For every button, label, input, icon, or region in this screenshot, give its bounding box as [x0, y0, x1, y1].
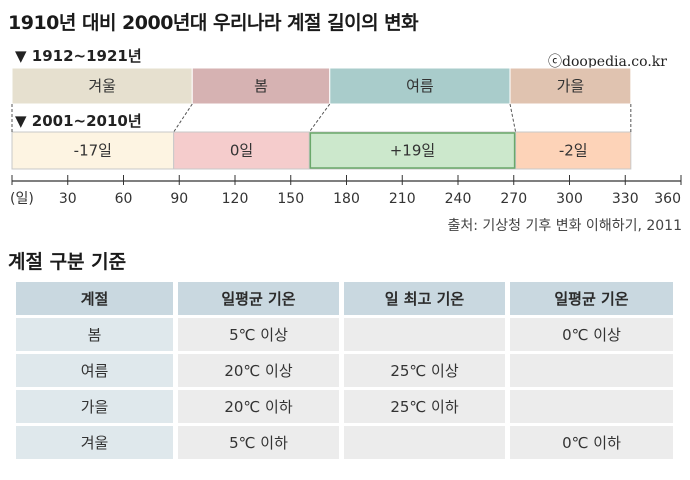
summer-highlight: [309, 132, 516, 169]
criteria-header-daily-max: 일 최고 기온: [344, 282, 505, 315]
criteria-row: 가을 20℃ 이하 25℃ 이하: [16, 390, 673, 423]
season-bar-label: +19일: [390, 142, 435, 160]
season-bar-label: 여름: [406, 77, 434, 95]
x-tick-label: 360: [654, 191, 681, 207]
x-tick-label: 300: [556, 191, 583, 207]
criteria-row: 여름 20℃ 이상 25℃ 이상: [16, 354, 673, 387]
season-bar-segment: [11, 67, 193, 105]
criteria-table: 계절 일평균 기온 일 최고 기온 일평균 기온 봄 5℃ 이상 0℃ 이상 여…: [11, 279, 678, 462]
criteria-cell: 20℃ 이상: [178, 354, 339, 387]
season-bar-label: 봄: [254, 77, 268, 95]
x-tick-label: 270: [500, 191, 527, 207]
criteria-header-daily-mean: 일평균 기온: [178, 282, 339, 315]
criteria-cell: [510, 390, 673, 423]
period-label: ▼ 1912~1921년: [15, 47, 142, 65]
season-bar-segment: [509, 67, 632, 105]
period-label: ▼ 2001~2010년: [15, 112, 142, 130]
criteria-cell: 25℃ 이하: [344, 390, 505, 423]
x-tick-label: 240: [445, 191, 472, 207]
criteria-row: 봄 5℃ 이상 0℃ 이상: [16, 318, 673, 351]
season-bar-label: -17일: [74, 142, 112, 160]
season-bar-segment: [173, 131, 310, 170]
criteria-cell: 5℃ 이상: [178, 318, 339, 351]
x-tick-label: 30: [59, 191, 77, 207]
criteria-cell: 5℃ 이하: [178, 426, 339, 459]
season-bar-label: 겨울: [88, 77, 116, 95]
criteria-season: 가을: [16, 390, 173, 423]
season-bar-segment: [329, 67, 511, 105]
season-bar-label: -2일: [559, 142, 588, 160]
x-axis-label: (일): [10, 191, 34, 207]
copyright-text: ⓒdoopedia.co.kr: [548, 54, 667, 70]
criteria-title: 계절 구분 기준: [8, 251, 127, 273]
x-tick-label: 90: [170, 191, 188, 207]
season-bar-segment: [515, 131, 632, 170]
criteria-cell: 25℃ 이상: [344, 354, 505, 387]
criteria-cell: [344, 318, 505, 351]
criteria-season: 봄: [16, 318, 173, 351]
season-bar-segment: [308, 131, 517, 170]
source-text: 출처: 기상청 기후 변화 이해하기, 2011: [447, 218, 683, 234]
criteria-header-season: 계절: [16, 282, 173, 315]
x-tick-label: 120: [222, 191, 249, 207]
x-tick-label: 180: [333, 191, 360, 207]
x-tick-label: 150: [277, 191, 304, 207]
criteria-season: 여름: [16, 354, 173, 387]
x-tick-label: 60: [115, 191, 133, 207]
season-bar-label: 가을: [557, 77, 585, 95]
connector-line: [308, 103, 331, 133]
criteria-season: 겨울: [16, 426, 173, 459]
criteria-header-daily-mean-2: 일평균 기온: [510, 282, 673, 315]
page-title: 1910년 대비 2000년대 우리나라 계절 길이의 변화: [8, 12, 419, 34]
criteria-header-row: 계절 일평균 기온 일 최고 기온 일평균 기온: [16, 282, 673, 315]
x-tick-label: 330: [612, 191, 639, 207]
criteria-cell: [344, 426, 505, 459]
criteria-cell: 0℃ 이상: [510, 318, 673, 351]
connector-line: [173, 103, 193, 133]
criteria-cell: [510, 354, 673, 387]
season-bar-segment: [11, 131, 175, 170]
criteria-cell: 0℃ 이하: [510, 426, 673, 459]
criteria-cell: 20℃ 이하: [178, 390, 339, 423]
season-bar-label: 0일: [230, 142, 253, 160]
criteria-row: 겨울 5℃ 이하 0℃ 이하: [16, 426, 673, 459]
connector-line: [509, 103, 517, 133]
x-tick-label: 210: [389, 191, 416, 207]
